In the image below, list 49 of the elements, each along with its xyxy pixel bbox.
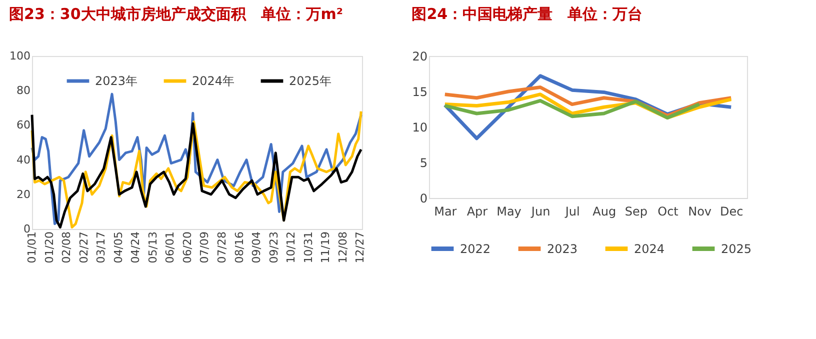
x-tick-label: 02/27 <box>77 232 90 264</box>
x-tick-label: 07/09 <box>198 232 212 264</box>
x-tick-label: 09/23 <box>267 232 280 264</box>
x-tick-label: Nov <box>688 204 712 218</box>
x-tick-label: 07/28 <box>216 232 228 264</box>
x-tick-label: 04/05 <box>112 232 125 264</box>
x-tick-label: 06/20 <box>180 232 194 264</box>
x-tick-label: Apr <box>466 204 488 218</box>
x-tick-label: 10/12 <box>284 232 298 264</box>
x-tick-label: May <box>496 204 522 218</box>
chart-title: 图23：30大中城市房地产成交面积 单位：万m² <box>9 5 343 23</box>
y-tick-label: 80 <box>16 84 30 98</box>
x-tick-label: Sep <box>624 204 648 218</box>
x-tick-label: Jun <box>530 204 550 218</box>
y-tick-label: 15 <box>412 85 428 99</box>
legend-label: 2024 <box>634 242 665 256</box>
x-tick-label: 12/27 <box>354 232 367 264</box>
x-tick-label: 03/17 <box>94 232 108 264</box>
y-tick-label: 5 <box>420 156 428 170</box>
legend-label: 2023年 <box>95 74 138 88</box>
legend-label: 2025 <box>721 242 752 256</box>
y-tick-label: 100 <box>10 50 30 62</box>
y-tick-label: 10 <box>412 120 428 134</box>
x-tick-label: 12/08 <box>336 232 350 264</box>
x-tick-label: Mar <box>434 204 457 218</box>
y-tick-label: 0 <box>420 192 428 206</box>
y-tick-label: 20 <box>412 50 428 64</box>
legend-label: 2024年 <box>192 74 235 88</box>
x-tick-label: Jul <box>564 204 580 218</box>
x-tick-label: Dec <box>720 204 744 218</box>
y-tick-label: 20 <box>16 188 30 201</box>
x-tick-label: 11/19 <box>319 232 332 264</box>
x-tick-label: 05/13 <box>146 232 160 264</box>
x-tick-label: 08/16 <box>232 232 246 264</box>
line-series <box>443 98 702 120</box>
x-tick-label: 10/31 <box>302 232 315 264</box>
x-tick-label: 01/20 <box>42 232 56 264</box>
x-tick-label: 06/01 <box>164 232 177 264</box>
legend-label: 2022 <box>460 242 491 256</box>
legend-label: 2023 <box>547 242 578 256</box>
x-tick-label: 04/24 <box>129 232 142 264</box>
y-tick-label: 60 <box>16 118 30 132</box>
x-tick-label: 02/08 <box>60 232 74 264</box>
x-tick-label: Aug <box>592 204 616 218</box>
legend-label: 2025年 <box>289 74 332 88</box>
y-tick-label: 40 <box>16 153 30 166</box>
x-tick-label: Oct <box>658 204 679 218</box>
x-tick-label: 09/04 <box>250 232 264 264</box>
chart-title: 图24：中国电梯产量 单位：万台 <box>412 5 643 23</box>
